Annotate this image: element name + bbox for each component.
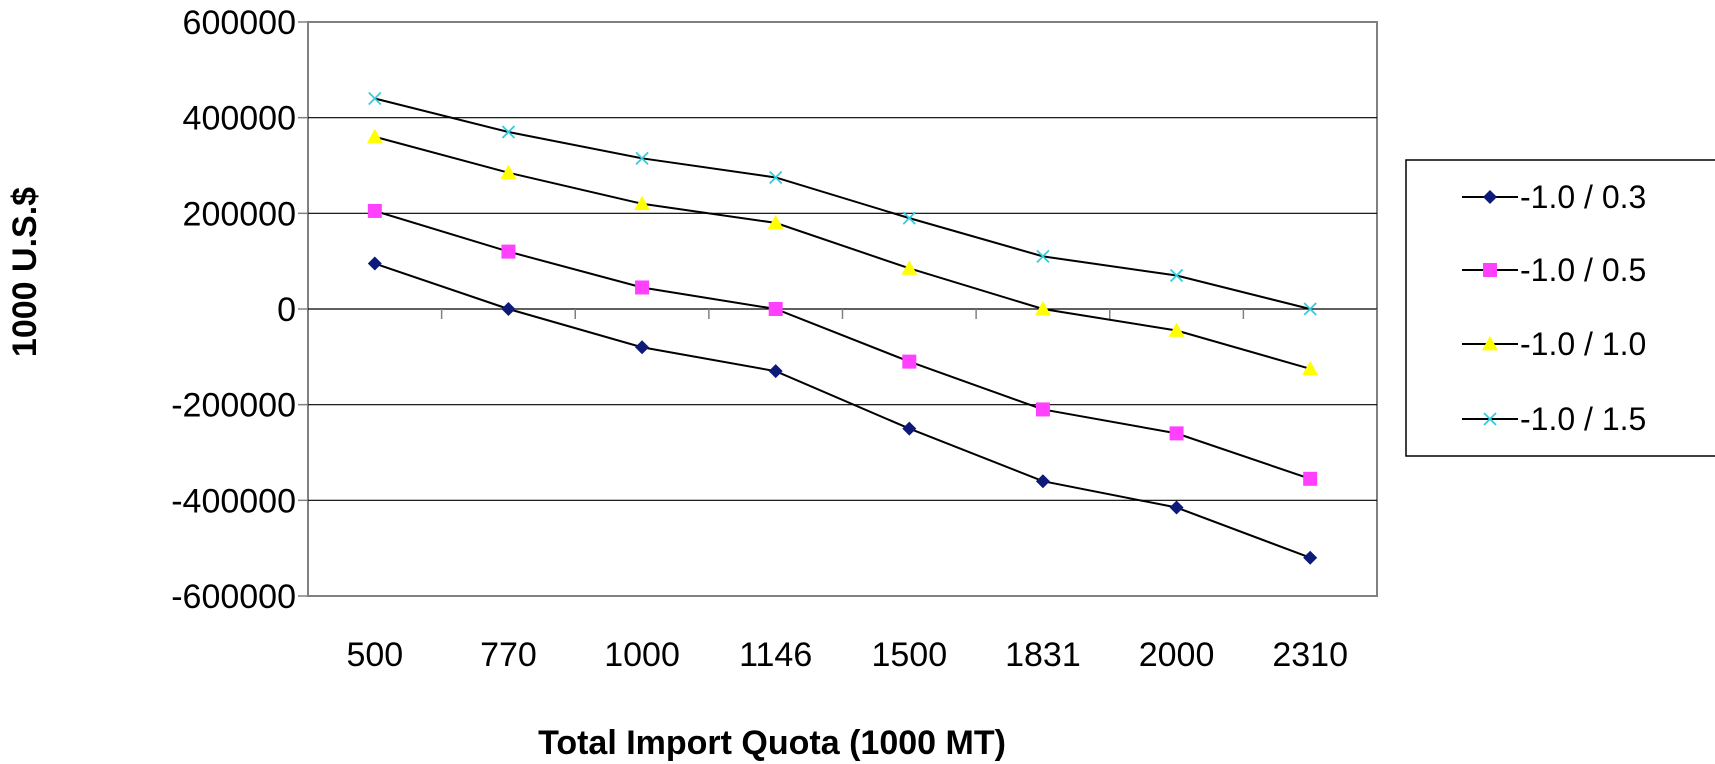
data-point xyxy=(1035,474,1050,489)
x-marker-stroke xyxy=(501,125,516,139)
x-marker-stroke xyxy=(902,211,916,225)
y-tick-label: 200000 xyxy=(183,195,296,233)
data-point xyxy=(367,203,382,218)
legend-box xyxy=(1405,159,1715,457)
data-point xyxy=(1036,249,1050,264)
data-point xyxy=(635,340,650,355)
data-point xyxy=(366,128,383,144)
data-point xyxy=(1303,471,1318,486)
data-point xyxy=(368,91,382,106)
y-tick-label: 0 xyxy=(277,291,296,329)
x-marker-stroke xyxy=(1036,249,1050,264)
data-point xyxy=(901,260,918,275)
legend-item: -1.0 / 1.0 xyxy=(1462,326,1646,362)
data-point xyxy=(635,280,650,295)
data-point xyxy=(902,421,917,436)
data-point xyxy=(1303,302,1317,316)
legend-item: -1.0 / 0.5 xyxy=(1462,252,1646,288)
x-marker-stroke xyxy=(635,151,649,165)
data-point xyxy=(902,211,916,225)
x-marker-stroke xyxy=(1303,302,1317,316)
x-marker-stroke xyxy=(1169,268,1184,283)
legend-marker xyxy=(1483,263,1497,277)
series-line xyxy=(374,262,1311,559)
legend-item: -1.0 / 0.3 xyxy=(1462,179,1646,215)
data-point xyxy=(500,164,517,180)
series-line xyxy=(374,209,1311,480)
x-tick-label: 1831 xyxy=(1005,636,1081,674)
legend-label: -1.0 / 1.5 xyxy=(1520,401,1646,437)
data-point xyxy=(769,170,783,185)
series-3 xyxy=(366,128,1319,376)
data-point xyxy=(1169,500,1184,515)
y-tick-label: 600000 xyxy=(183,4,296,42)
legend-label: -1.0 / 0.3 xyxy=(1520,179,1646,215)
x-marker-stroke xyxy=(1483,412,1497,426)
legend-marker xyxy=(1483,412,1497,426)
data-point xyxy=(1034,301,1051,316)
data-point xyxy=(501,125,516,139)
y-axis-title: 1000 U.S.$ xyxy=(6,187,44,357)
y-tick-label: -200000 xyxy=(171,387,296,425)
legend-marker xyxy=(1482,336,1498,351)
data-point xyxy=(635,151,649,165)
x-tick-label: 1146 xyxy=(739,636,812,674)
data-point xyxy=(1303,550,1318,565)
data-point xyxy=(501,244,516,259)
data-point xyxy=(767,214,784,230)
x-tick-label: 500 xyxy=(346,636,403,674)
x-axis-title: Total Import Quota (1000 MT) xyxy=(538,724,1006,762)
y-tick-label: -400000 xyxy=(171,482,296,520)
legend: -1.0 / 0.3 -1.0 / 0.5 -1.0 / 1.0 -1.0 / 1.5 xyxy=(1405,159,1715,457)
series-4 xyxy=(368,91,1317,316)
series-line xyxy=(374,97,1311,310)
gridlines xyxy=(308,117,1377,501)
x-tick-label: 1000 xyxy=(604,636,680,674)
series-1 xyxy=(367,256,1318,565)
data-point xyxy=(768,364,783,379)
data-point xyxy=(1168,322,1185,337)
data-point xyxy=(1169,268,1184,283)
legend-marker xyxy=(1483,190,1497,204)
x-tick-label: 2000 xyxy=(1139,636,1215,674)
x-marker-stroke xyxy=(769,170,783,185)
data-point xyxy=(367,256,382,271)
data-point xyxy=(1169,426,1184,441)
data-point xyxy=(768,302,783,316)
data-point xyxy=(1035,402,1050,417)
series-line xyxy=(374,135,1311,370)
x-tick-label: 2310 xyxy=(1272,636,1348,674)
series-layer xyxy=(366,91,1319,565)
legend-label: -1.0 / 1.0 xyxy=(1520,326,1646,362)
legend-item: -1.0 / 1.5 xyxy=(1462,401,1646,437)
data-point xyxy=(634,195,651,211)
y-tick-label: 400000 xyxy=(183,100,296,138)
x-axis-ticks: 500 770 1000 1146 1500 1831 2000 2310 xyxy=(346,309,1378,674)
x-tick-label: 1500 xyxy=(871,636,947,674)
legend-label: -1.0 / 0.5 xyxy=(1520,252,1646,288)
x-tick-label: 770 xyxy=(480,636,537,674)
y-tick-label: -600000 xyxy=(171,578,296,616)
data-point xyxy=(902,354,917,369)
y-axis-ticks: 600000 400000 200000 0 -200000 -400000 -600000 xyxy=(171,4,308,616)
series-2 xyxy=(367,203,1318,486)
data-point xyxy=(1302,360,1319,376)
data-point xyxy=(501,302,516,316)
x-marker-stroke xyxy=(368,91,382,106)
